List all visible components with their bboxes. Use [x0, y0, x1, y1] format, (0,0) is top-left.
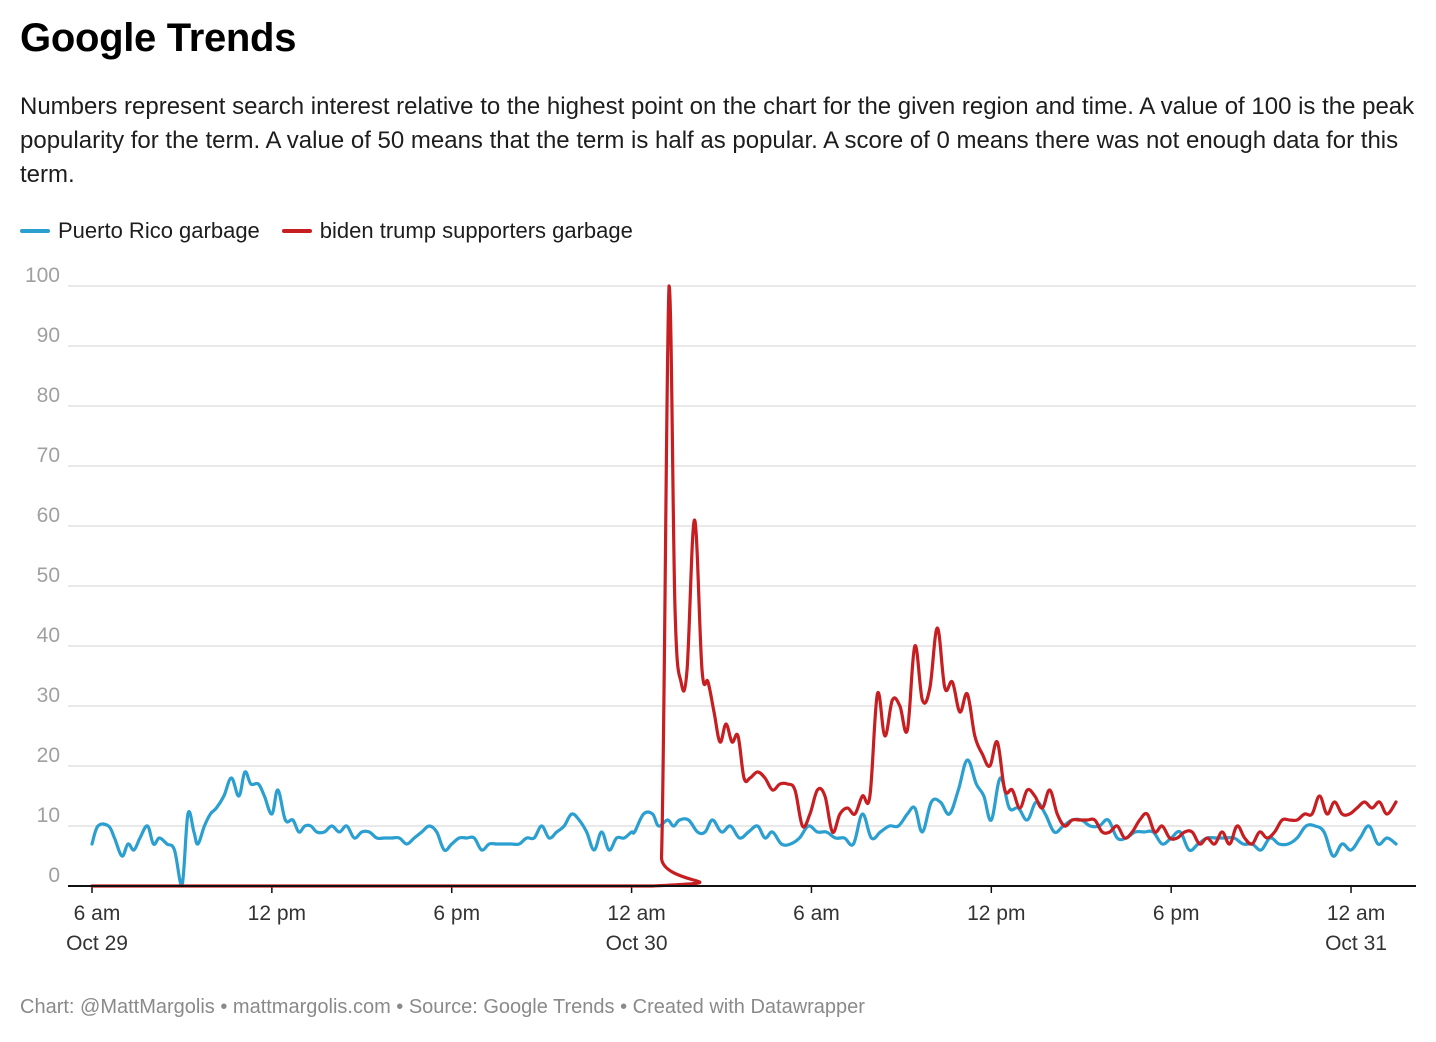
y-tick-label-60: 60	[37, 504, 60, 527]
series-line-puerto-rico-garbage	[90, 758, 1398, 888]
x-tick-label-4: 6 am	[793, 902, 840, 925]
x-tick-label-0: 6 am	[74, 902, 121, 925]
x-tick-date-3: Oct 30	[606, 932, 668, 955]
y-tick-label-70: 70	[37, 444, 60, 467]
x-tick-date-0: Oct 29	[66, 932, 128, 955]
page-title: Google Trends	[20, 16, 297, 60]
x-tick-label-5: 12 pm	[967, 902, 1025, 925]
chart-subtitle: Numbers represent search interest relati…	[20, 93, 1415, 188]
y-axis-ticks: 0 10 20 30 40 50 60 70 80 90 100	[25, 264, 60, 887]
x-tick-label-1: 12 pm	[248, 902, 306, 925]
y-tick-label-10: 10	[37, 804, 60, 827]
y-tick-label-90: 90	[37, 324, 60, 347]
legend-swatch-blue	[20, 229, 50, 233]
y-tick-label-50: 50	[37, 564, 60, 587]
y-tick-label-80: 80	[37, 384, 60, 407]
x-tick-label-3: 12 am	[607, 902, 665, 925]
y-tick-label-40: 40	[37, 624, 60, 647]
y-tick-label-0: 0	[48, 864, 60, 887]
legend-item-biden-trump: biden trump supporters garbage	[281, 218, 633, 244]
legend: Puerto Rico garbage biden trump supporte…	[20, 218, 655, 244]
x-tick-label-7: 12 am	[1327, 902, 1385, 925]
chart-footer: Chart: @MattMargolis • mattmargolis.com …	[20, 996, 865, 1018]
legend-swatch-red	[281, 229, 312, 233]
x-axis-ticks: 6 am Oct 29 12 pm 6 pm 12 am Oct 30 6 am 12 pm 6…	[66, 886, 1387, 955]
x-tick-date-7: Oct 31	[1325, 932, 1387, 955]
y-tick-label-100: 100	[25, 264, 60, 287]
gridlines	[68, 285, 1416, 827]
x-tick-label-6: 6 pm	[1153, 902, 1200, 925]
legend-label-puerto-rico: Puerto Rico garbage	[58, 218, 260, 243]
legend-label-biden-trump: biden trump supporters garbage	[319, 218, 633, 243]
series-line-biden-trump-supporters-garbage	[90, 284, 1398, 888]
series-lines	[68, 284, 1416, 888]
y-tick-label-30: 30	[37, 684, 60, 707]
legend-item-puerto-rico: Puerto Rico garbage	[20, 218, 260, 244]
y-tick-label-20: 20	[37, 744, 60, 767]
x-tick-label-2: 6 pm	[433, 902, 480, 925]
